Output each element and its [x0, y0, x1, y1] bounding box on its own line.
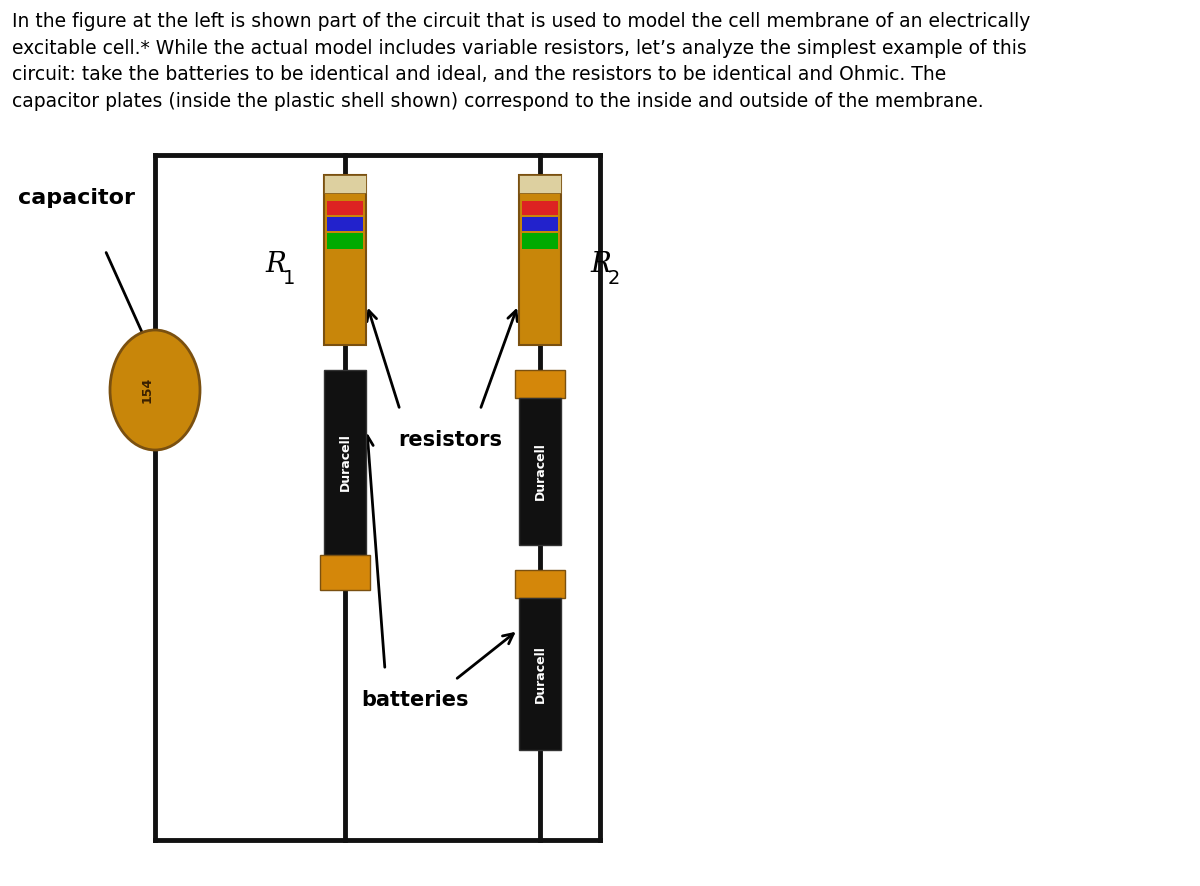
Bar	[326, 233, 364, 249]
Text: 154: 154	[140, 377, 154, 403]
Bar	[326, 217, 364, 231]
Bar	[324, 175, 366, 193]
Bar	[515, 370, 565, 398]
Text: In the figure at the left is shown part of the circuit that is used to model the: In the figure at the left is shown part …	[12, 12, 1031, 111]
Bar	[520, 598, 562, 750]
Bar	[324, 175, 366, 345]
Text: Duracell: Duracell	[534, 645, 546, 703]
Bar	[520, 175, 562, 193]
Bar	[522, 217, 558, 231]
Text: resistors: resistors	[398, 430, 502, 450]
Text: R: R	[265, 252, 286, 278]
Text: 2: 2	[608, 268, 620, 287]
Bar	[320, 555, 370, 590]
Text: R: R	[590, 252, 611, 278]
Bar	[324, 370, 366, 555]
Bar	[326, 201, 364, 215]
Text: capacitor: capacitor	[18, 188, 134, 208]
Bar	[515, 570, 565, 598]
Text: batteries: batteries	[361, 690, 469, 710]
Bar	[520, 175, 562, 345]
Ellipse shape	[110, 330, 200, 450]
Bar	[522, 233, 558, 249]
Text: 1: 1	[283, 268, 295, 287]
Bar	[520, 398, 562, 545]
Bar	[522, 201, 558, 215]
Text: Duracell: Duracell	[338, 433, 352, 492]
Text: Duracell: Duracell	[534, 443, 546, 501]
